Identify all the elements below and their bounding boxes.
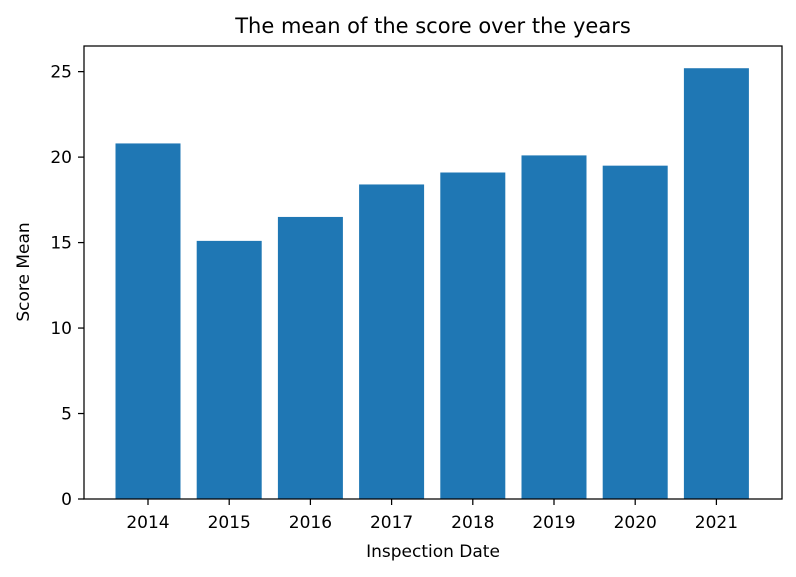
x-tick-label: 2019 — [532, 513, 575, 533]
x-tick-label: 2020 — [614, 513, 657, 533]
x-tick-label: 2016 — [289, 513, 332, 533]
plot-frame — [83, 45, 783, 500]
bar-2021 — [683, 68, 749, 499]
bar-2017 — [359, 184, 425, 499]
bar-2014 — [115, 143, 181, 499]
y-tick-label: 5 — [61, 405, 72, 425]
y-tick-label: 15 — [50, 234, 72, 254]
y-axis-label: Score Mean — [14, 222, 34, 321]
bars-group — [115, 68, 749, 499]
bar-2015 — [196, 240, 262, 499]
y-tick-label: 0 — [61, 490, 72, 510]
bar-2016 — [277, 216, 343, 499]
chart-title: The mean of the score over the years — [234, 14, 631, 38]
x-tick-label: 2017 — [370, 513, 413, 533]
y-axis-ticks: 0 5 10 15 20 25 — [50, 63, 84, 510]
x-tick-label: 2014 — [126, 513, 169, 533]
x-tick-label: 2018 — [451, 513, 494, 533]
x-tick-label: 2021 — [695, 513, 738, 533]
x-axis-label: Inspection Date — [366, 542, 500, 562]
y-tick-label: 10 — [50, 319, 72, 339]
y-tick-label: 20 — [50, 148, 72, 168]
x-axis-ticks: 2014 2015 2016 2017 2018 2019 2020 2021 — [126, 499, 738, 533]
x-tick-label: 2015 — [208, 513, 251, 533]
bar-2018 — [440, 172, 506, 499]
bar-2020 — [602, 165, 668, 499]
y-tick-label: 25 — [50, 63, 72, 83]
bar-2019 — [521, 155, 587, 499]
